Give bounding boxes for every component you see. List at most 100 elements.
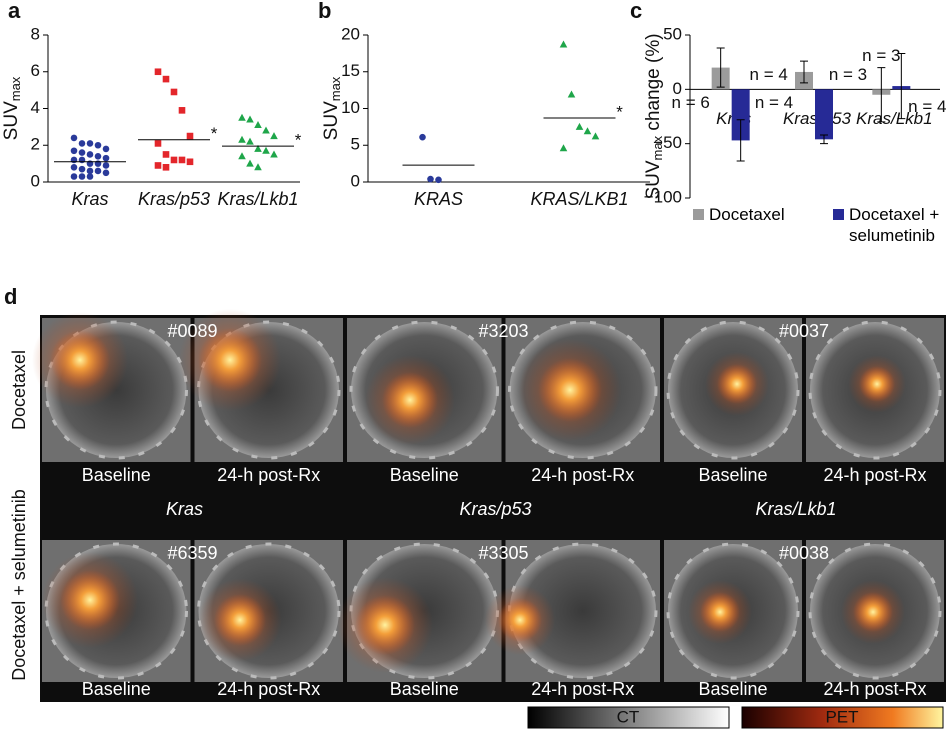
point: [270, 132, 278, 140]
point: [254, 121, 262, 129]
y-tick-label: 8: [31, 24, 40, 43]
y-label-text: SUV: [643, 160, 664, 199]
point: [186, 158, 194, 166]
point: [427, 175, 434, 183]
point: [567, 90, 576, 98]
y-axis-label: SUVmax: [321, 76, 343, 140]
point: [559, 40, 568, 48]
panel-label: c: [630, 0, 642, 23]
error-bar: [877, 67, 886, 123]
legend-entry: Docetaxel: [709, 205, 785, 224]
x-tick-label: KRAS: [414, 189, 463, 209]
significance: *: [616, 103, 623, 122]
genotype-label: Kras/Lkb1: [755, 499, 836, 519]
n-label: n = 4: [908, 97, 946, 116]
n-label: n = 3: [829, 65, 867, 84]
scan-label: Baseline: [82, 679, 151, 699]
point: [246, 137, 254, 145]
point: [102, 145, 110, 153]
point: [238, 135, 246, 143]
row-label: Docetaxel: [9, 350, 29, 430]
panel-label: d: [4, 284, 17, 309]
y-tick-label: 6: [31, 61, 40, 80]
error-bar: [736, 119, 745, 162]
point: [102, 169, 110, 177]
scan-id: #0038: [779, 543, 829, 563]
row-label: Docetaxel + selumetinib: [9, 489, 29, 681]
n-label: n = 4: [750, 65, 788, 84]
genotype-label: Kras/p53: [459, 499, 531, 519]
y-tick-label: 4: [31, 98, 40, 117]
point: [238, 152, 246, 160]
point: [559, 144, 568, 152]
x-tick-label: Kras/Lkb1: [217, 189, 298, 209]
y-tick-label: 0: [31, 171, 40, 190]
y-label-sub: max: [8, 76, 23, 101]
scan-label: 24-h post-Rx: [217, 679, 320, 699]
y-label-sub: max: [650, 135, 665, 160]
legend-swatch: [693, 209, 704, 220]
y-tick-label: 50: [663, 24, 682, 43]
point: [591, 132, 600, 140]
scan-label: 24-h post-Rx: [531, 679, 634, 699]
colorbar: [741, 706, 944, 729]
point: [78, 140, 86, 147]
point: [154, 162, 162, 169]
legend-entry: Docetaxel + selumetinib: [849, 205, 940, 245]
point: [102, 154, 110, 162]
point: [70, 147, 78, 155]
x-tick-label: Kras/Lkb1: [856, 109, 933, 128]
error-bar: [800, 60, 808, 84]
legend-label: Docetaxel + selumetinib: [849, 205, 940, 245]
significance: *: [211, 124, 218, 143]
pet-hotspot: [50, 330, 110, 390]
error-bar: [820, 134, 828, 145]
point: [86, 167, 94, 175]
point: [94, 167, 102, 175]
error-bar: [716, 47, 725, 88]
point: [262, 126, 270, 134]
x-tick-label: KRAS/LKB1: [530, 189, 628, 209]
x-tick-label: Kras/p53: [138, 189, 210, 209]
scan-id: #3203: [478, 321, 528, 341]
pet-hotspot: [60, 570, 120, 630]
pet-hotspot: [859, 366, 895, 402]
scan-id: #0089: [167, 321, 217, 341]
y-tick-label: 2: [31, 135, 40, 154]
y-tick-label: −50: [653, 133, 682, 152]
legend-label: Docetaxel: [709, 205, 785, 224]
bar: [815, 89, 833, 140]
y-tick-label: −100: [644, 187, 682, 206]
error-bar: [897, 52, 906, 120]
point: [170, 88, 178, 96]
n-label: n = 6: [672, 93, 710, 112]
point: [70, 164, 78, 171]
point: [254, 144, 262, 152]
scan-label: Baseline: [82, 465, 151, 485]
point: [254, 163, 262, 171]
scan-id: #6359: [167, 543, 217, 563]
point: [70, 173, 78, 180]
point: [86, 140, 94, 147]
y-axis-label: SUVmax: [1, 76, 23, 140]
x-tick-label: Kras: [71, 189, 108, 209]
colorbar-label: PET: [825, 707, 858, 726]
scan-label: Baseline: [698, 465, 767, 485]
scan-label: 24-h post-Rx: [217, 465, 320, 485]
pet-hotspot: [498, 598, 542, 642]
bar: [731, 89, 750, 141]
pet-hotspot: [198, 328, 262, 392]
y-tick-label: 20: [341, 24, 360, 43]
panel-label: a: [8, 0, 21, 23]
colorbar-label: CT: [617, 707, 640, 726]
point: [78, 165, 86, 173]
pet-hotspot: [853, 592, 893, 632]
point: [86, 173, 94, 180]
y-label-sub: max: [328, 76, 343, 101]
legend-swatch: [833, 209, 844, 220]
point: [78, 149, 86, 156]
pet-hotspot: [382, 372, 438, 428]
pet-hotspot: [355, 595, 415, 655]
